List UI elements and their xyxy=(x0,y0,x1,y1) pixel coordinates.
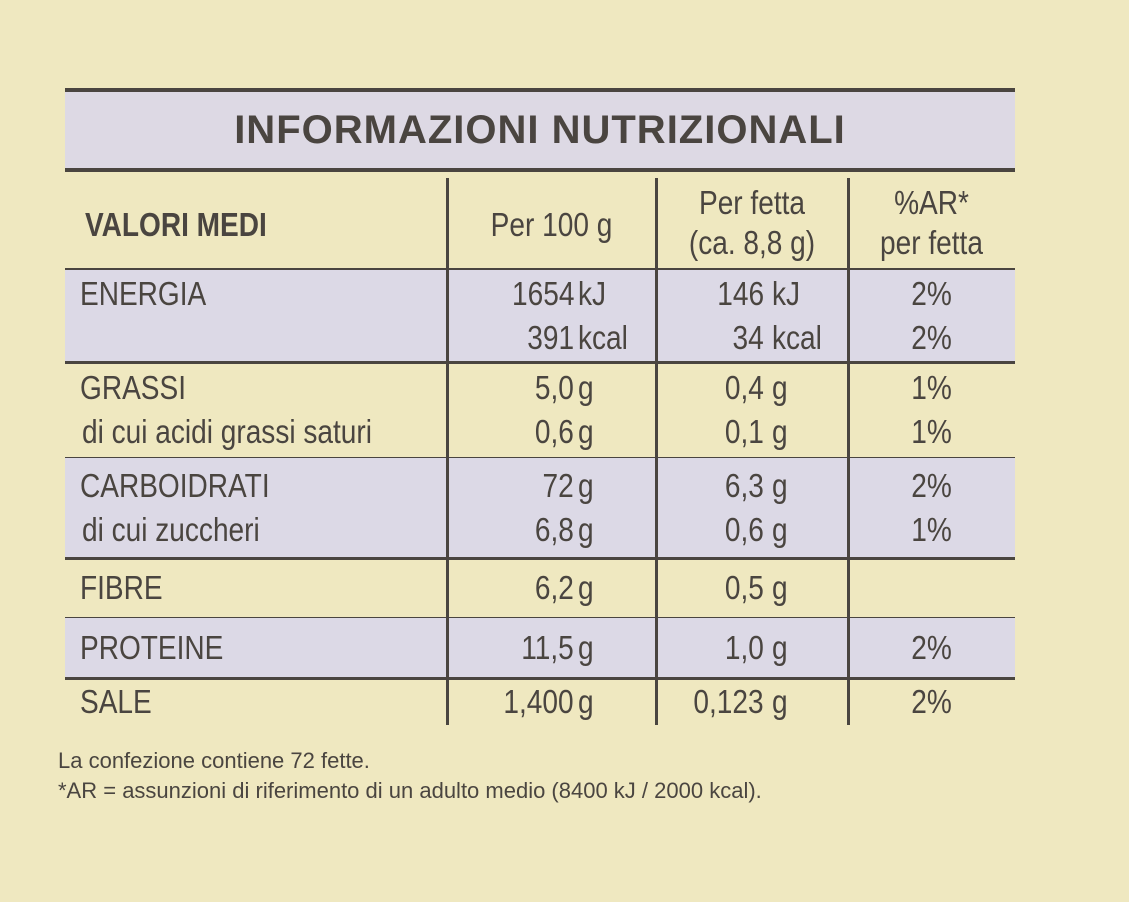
row-band xyxy=(65,270,1015,362)
nutrient-name: di cui acidi grassi saturi xyxy=(82,413,372,450)
unit-per100: g xyxy=(578,682,594,720)
nutrient-name: CARBOIDRATI xyxy=(80,467,270,504)
row-line xyxy=(65,268,1015,271)
value-per100: 5,0 xyxy=(535,369,574,406)
value-per100: 72 xyxy=(542,467,574,504)
value-per-slice: 6,3 xyxy=(725,467,764,504)
nutrient-name: GRASSI xyxy=(80,369,186,406)
value-per100: 1654 xyxy=(511,275,574,312)
unit-per-slice: g xyxy=(772,629,788,666)
column-line xyxy=(446,270,449,362)
column-line xyxy=(655,618,658,678)
unit-per100: g xyxy=(578,511,594,548)
ar-percent: 2% xyxy=(911,682,952,720)
unit-per-slice: g xyxy=(772,413,788,450)
header-per-slice: Per fetta xyxy=(698,184,806,221)
column-line xyxy=(655,558,658,618)
column-line xyxy=(847,362,850,458)
value-per-slice: 1,0 xyxy=(725,629,764,666)
header-per100: Per 100 g xyxy=(490,206,613,243)
value-per-slice: 0,5 xyxy=(725,569,764,606)
header-label: VALORI MEDI xyxy=(85,206,267,243)
value-per-slice: 0,6 xyxy=(725,511,764,548)
column-line xyxy=(847,678,850,725)
row-band xyxy=(65,458,1015,558)
unit-per-slice: g xyxy=(772,511,788,548)
column-line xyxy=(655,178,658,270)
ar-percent: 1% xyxy=(911,413,952,450)
unit-per100: g xyxy=(578,629,594,666)
column-line xyxy=(446,362,449,458)
value-per-slice: 0,1 xyxy=(725,413,764,450)
column-line xyxy=(655,362,658,458)
row-line xyxy=(65,361,1015,364)
title: INFORMAZIONI NUTRIZIONALI xyxy=(234,108,846,152)
unit-per-slice: g xyxy=(772,369,788,406)
ar-percent: 1% xyxy=(911,369,952,406)
value-per100: 391 xyxy=(527,319,574,356)
unit-per-slice: g xyxy=(772,569,788,606)
column-line xyxy=(847,178,850,270)
unit-per-slice: kJ xyxy=(772,275,801,312)
unit-per100: g xyxy=(578,369,594,406)
row-line xyxy=(65,557,1015,560)
column-line xyxy=(655,678,658,725)
value-per-slice: 0,123 xyxy=(693,682,764,720)
ar-percent: 2% xyxy=(911,275,952,312)
nutrient-name: PROTEINE xyxy=(80,629,224,666)
column-line xyxy=(446,178,449,270)
ar-percent: 2% xyxy=(911,319,952,356)
value-per100: 6,2 xyxy=(535,569,574,606)
column-line xyxy=(446,558,449,618)
value-per100: 1,400 xyxy=(503,682,574,720)
column-line xyxy=(847,558,850,618)
row-band xyxy=(65,618,1015,678)
unit-per-slice: g xyxy=(772,682,788,720)
column-line xyxy=(847,458,850,558)
ar-percent: 2% xyxy=(911,467,952,504)
unit-per100: g xyxy=(578,569,594,606)
footnote: La confezione contiene 72 fette. xyxy=(58,748,370,773)
column-line xyxy=(847,618,850,678)
ar-percent: 1% xyxy=(911,511,952,548)
value-per-slice: 0,4 xyxy=(725,369,764,406)
header-ar: %AR* xyxy=(894,184,969,221)
nutrient-name: SALE xyxy=(80,682,152,720)
unit-per-slice: g xyxy=(772,467,788,504)
ar-percent: 2% xyxy=(911,629,952,666)
value-per-slice: 146 xyxy=(717,275,764,312)
unit-per100: kJ xyxy=(578,275,607,312)
unit-per100: g xyxy=(578,467,594,504)
unit-per100: g xyxy=(578,413,594,450)
column-line xyxy=(446,618,449,678)
header-ar: per fetta xyxy=(880,224,983,261)
unit-per100: kcal xyxy=(578,319,628,356)
column-line xyxy=(655,270,658,362)
unit-per-slice: kcal xyxy=(772,319,822,356)
nutrient-name: ENERGIA xyxy=(80,275,207,312)
column-line xyxy=(655,458,658,558)
row-line xyxy=(65,677,1015,680)
title-band xyxy=(65,88,1015,172)
value-per-slice: 34 xyxy=(732,319,764,356)
header-per-slice: (ca. 8,8 g) xyxy=(688,224,816,261)
footnote: *AR = assunzioni di riferimento di un ad… xyxy=(58,778,762,803)
nutrient-name: di cui zuccheri xyxy=(82,511,260,548)
value-per100: 0,6 xyxy=(535,413,574,450)
column-line xyxy=(847,270,850,362)
nutrient-name: FIBRE xyxy=(80,569,163,606)
column-line xyxy=(446,458,449,558)
value-per100: 11,5 xyxy=(521,629,574,666)
value-per100: 6,8 xyxy=(535,511,574,548)
column-line xyxy=(446,678,449,725)
